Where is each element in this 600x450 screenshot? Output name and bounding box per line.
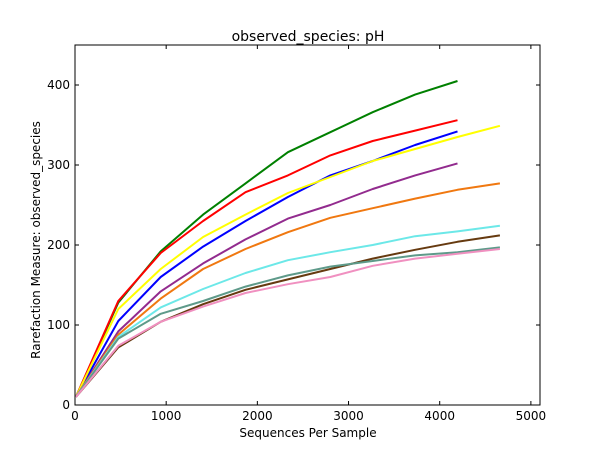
x-tick-label-2: 2000	[242, 409, 273, 423]
plot-frame	[74, 44, 541, 406]
y-tick-label-2: 200	[47, 238, 70, 252]
x-axis-label: Sequences Per Sample	[239, 426, 376, 440]
y-axis-label: Rarefaction Measure: observed_species	[29, 121, 43, 359]
series-line-10	[75, 248, 501, 398]
series-layer	[74, 80, 501, 398]
y-tick-label-3: 300	[47, 158, 70, 172]
x-tick-label-1: 1000	[151, 409, 182, 423]
series-line-3	[75, 130, 458, 398]
chart-title: observed_species: pH	[232, 29, 385, 45]
x-tick-label-4: 4000	[424, 409, 455, 423]
y-tick-label-4: 400	[47, 78, 70, 92]
x-tick-label-3: 3000	[333, 409, 364, 423]
series-line-4	[74, 124, 501, 398]
series-line-5	[75, 162, 458, 398]
y-tick-label-1: 100	[47, 318, 70, 332]
series-line-2	[74, 119, 458, 398]
series-line-6	[75, 182, 501, 398]
x-tick-label-5: 5000	[516, 409, 547, 423]
y-tick-label-0: 0	[62, 398, 70, 412]
ticks-layer: 0 1000 2000 3000 4000 5000 0 100 200 300 400	[47, 45, 546, 423]
series-line-9	[75, 246, 501, 398]
x-tick-label-0: 0	[71, 409, 79, 423]
series-line-7	[75, 224, 501, 398]
